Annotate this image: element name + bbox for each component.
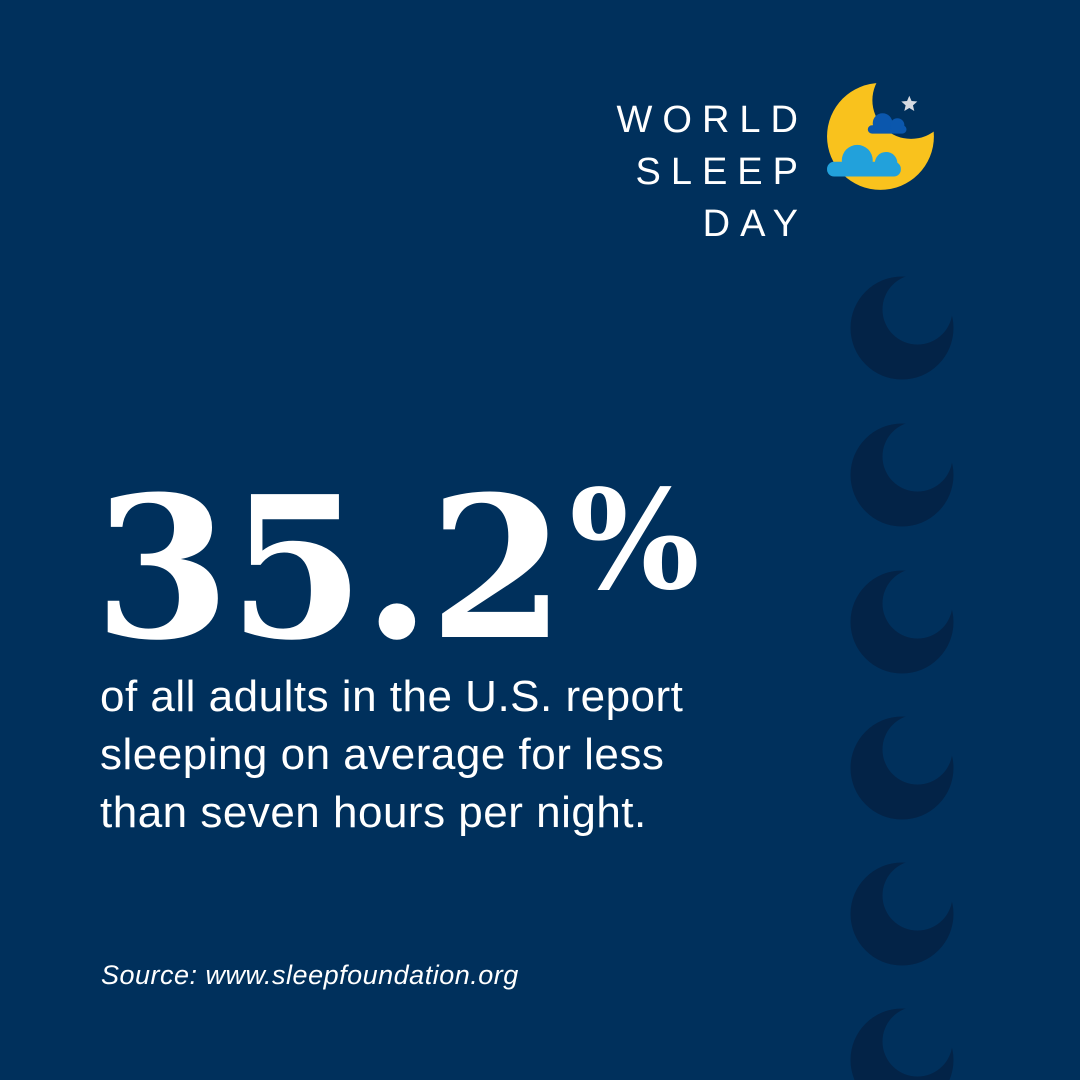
pattern-crescent-icon: [850, 423, 954, 527]
pattern-crescent-icon: [850, 276, 954, 380]
pattern-crescent-icon: [850, 862, 954, 966]
dark-cloud-icon: [867, 113, 907, 134]
star-icon: [901, 95, 918, 111]
moon-logo-icon: [827, 83, 934, 190]
stat-description: of all adults in the U.S. report sleepin…: [100, 672, 684, 837]
pattern-crescent-icon: [850, 1008, 954, 1080]
stat-number: 35.2: [94, 454, 565, 684]
stat-value: 35.2%: [94, 460, 700, 688]
world-sleep-day-wordmark: WORLD SLEEP DAY: [616, 99, 808, 245]
pattern-crescent-icon: [850, 716, 954, 820]
pattern-crescent-icon: [850, 570, 954, 674]
source-attribution: Source: www.sleepfoundation.org: [101, 960, 519, 990]
crescent-pattern-column: [850, 276, 954, 1080]
light-cloud-icon: [827, 144, 901, 177]
percent-sign: %: [569, 460, 699, 621]
